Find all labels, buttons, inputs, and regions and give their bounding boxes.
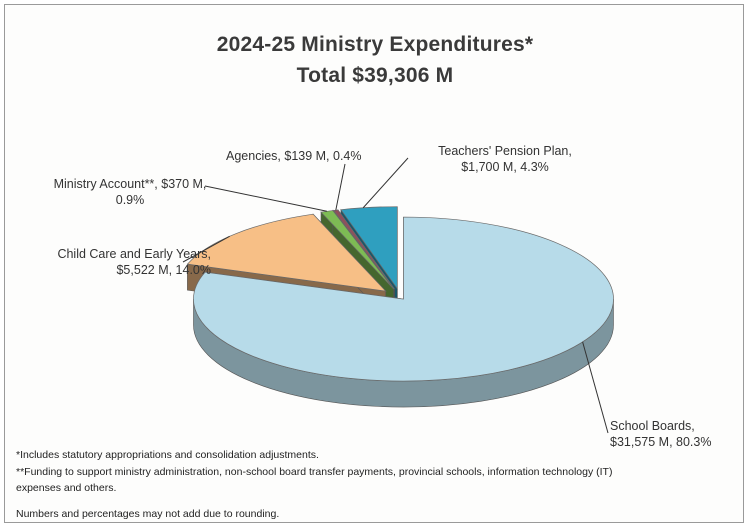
slice-child-care-and-early-years [186, 213, 387, 292]
leader-school-boards [582, 341, 609, 434]
slice-school-boards [193, 216, 614, 382]
label-child-care-name: Child Care and Early Years, [57, 247, 211, 261]
label-child-care: Child Care and Early Years, $5,522 M, 14… [36, 246, 211, 278]
leader-teachers-pension [362, 157, 409, 209]
label-school-boards: School Boards, $31,575 M, 80.3% [610, 418, 711, 450]
leader-child-care [182, 235, 230, 263]
slice-agencies [332, 209, 395, 290]
label-ministry-account-name: Ministry Account**, $370 M, [53, 177, 207, 191]
label-child-care-value: $5,522 M, 14.0% [116, 263, 211, 277]
label-teachers-pension-name: Teachers' Pension Plan, [438, 144, 572, 158]
footnote-ministry-funding-cont: expenses and others. [16, 482, 117, 494]
label-ministry-account: Ministry Account**, $370 M, 0.9% [40, 176, 220, 208]
leader-agencies [335, 163, 346, 211]
footnote-statutory: *Includes statutory appropriations and c… [16, 449, 319, 461]
label-school-boards-name: School Boards, [610, 419, 695, 433]
slice-ministry-account [320, 210, 394, 290]
label-teachers-pension-value: $1,700 M, 4.3% [461, 160, 549, 174]
slice-teachers-pension-plan [340, 206, 398, 290]
chart-subtitle-total: Total $39,306 M [296, 64, 454, 87]
label-ministry-account-value: 0.9% [115, 193, 145, 207]
footnote-rounding: Numbers and percentages may not add due … [16, 508, 280, 520]
leader-ministry-account [204, 185, 327, 212]
footnote-ministry-funding: **Funding to support ministry administra… [16, 466, 613, 478]
label-school-boards-value: $31,575 M, 80.3% [610, 435, 712, 449]
chart-title: 2024-25 Ministry Expenditures* [216, 33, 534, 56]
label-agencies-text: Agencies, $139 M, 0.4% [226, 149, 362, 163]
label-teachers-pension: Teachers' Pension Plan, $1,700 M, 4.3% [420, 143, 590, 175]
label-agencies: Agencies, $139 M, 0.4% [226, 148, 362, 164]
